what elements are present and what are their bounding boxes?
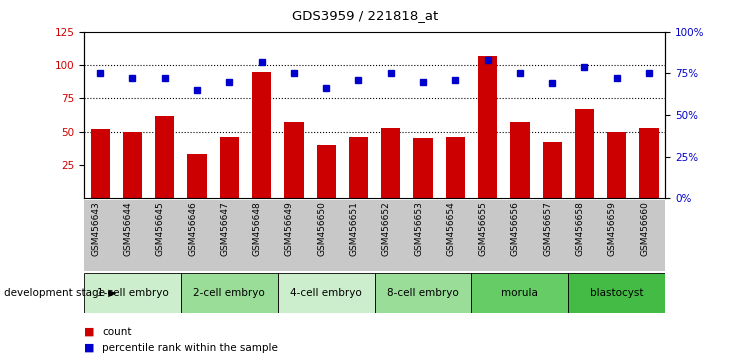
Text: GDS3959 / 221818_at: GDS3959 / 221818_at	[292, 9, 439, 22]
Text: GSM456646: GSM456646	[188, 201, 197, 256]
Bar	[374, 273, 471, 313]
Text: morula: morula	[501, 288, 538, 298]
Bar	[381, 128, 401, 198]
Bar	[123, 132, 142, 198]
Text: 2-cell embryo: 2-cell embryo	[194, 288, 265, 298]
Text: GSM456648: GSM456648	[253, 201, 262, 256]
Text: ■: ■	[84, 327, 94, 337]
Bar	[607, 132, 626, 198]
Text: development stage ▶: development stage ▶	[4, 288, 116, 298]
Text: GSM456655: GSM456655	[479, 201, 488, 256]
Bar	[181, 273, 278, 313]
Bar	[640, 128, 659, 198]
Bar	[413, 138, 433, 198]
Bar	[84, 273, 181, 313]
Bar	[252, 72, 271, 198]
Text: GSM456653: GSM456653	[414, 201, 423, 256]
Text: GSM456650: GSM456650	[317, 201, 326, 256]
Bar	[446, 137, 465, 198]
Text: percentile rank within the sample: percentile rank within the sample	[102, 343, 279, 353]
Text: count: count	[102, 327, 132, 337]
Text: GSM456658: GSM456658	[575, 201, 585, 256]
Bar	[219, 137, 239, 198]
Text: GSM456647: GSM456647	[220, 201, 230, 256]
Text: GSM456644: GSM456644	[124, 201, 132, 256]
Bar	[569, 273, 665, 313]
Text: GSM456643: GSM456643	[91, 201, 100, 256]
Text: GSM456660: GSM456660	[640, 201, 649, 256]
Text: GSM456645: GSM456645	[156, 201, 164, 256]
Bar	[91, 129, 110, 198]
Bar	[542, 142, 562, 198]
Bar	[155, 116, 175, 198]
Text: GSM456654: GSM456654	[447, 201, 455, 256]
Bar	[317, 145, 336, 198]
Bar	[349, 137, 368, 198]
Text: GSM456656: GSM456656	[511, 201, 520, 256]
Bar	[510, 122, 529, 198]
Bar	[478, 56, 497, 198]
Text: blastocyst: blastocyst	[590, 288, 643, 298]
Text: GSM456657: GSM456657	[543, 201, 552, 256]
Bar	[278, 273, 374, 313]
Text: GSM456649: GSM456649	[285, 201, 294, 256]
Text: ■: ■	[84, 343, 94, 353]
Text: 1-cell embryo: 1-cell embryo	[96, 288, 168, 298]
Text: GSM456659: GSM456659	[607, 201, 617, 256]
Bar	[575, 109, 594, 198]
Bar	[284, 122, 303, 198]
Bar	[471, 273, 569, 313]
Text: GSM456652: GSM456652	[382, 201, 391, 256]
Text: 8-cell embryo: 8-cell embryo	[387, 288, 459, 298]
Bar	[187, 154, 207, 198]
Text: GSM456651: GSM456651	[349, 201, 358, 256]
Text: 4-cell embryo: 4-cell embryo	[290, 288, 362, 298]
